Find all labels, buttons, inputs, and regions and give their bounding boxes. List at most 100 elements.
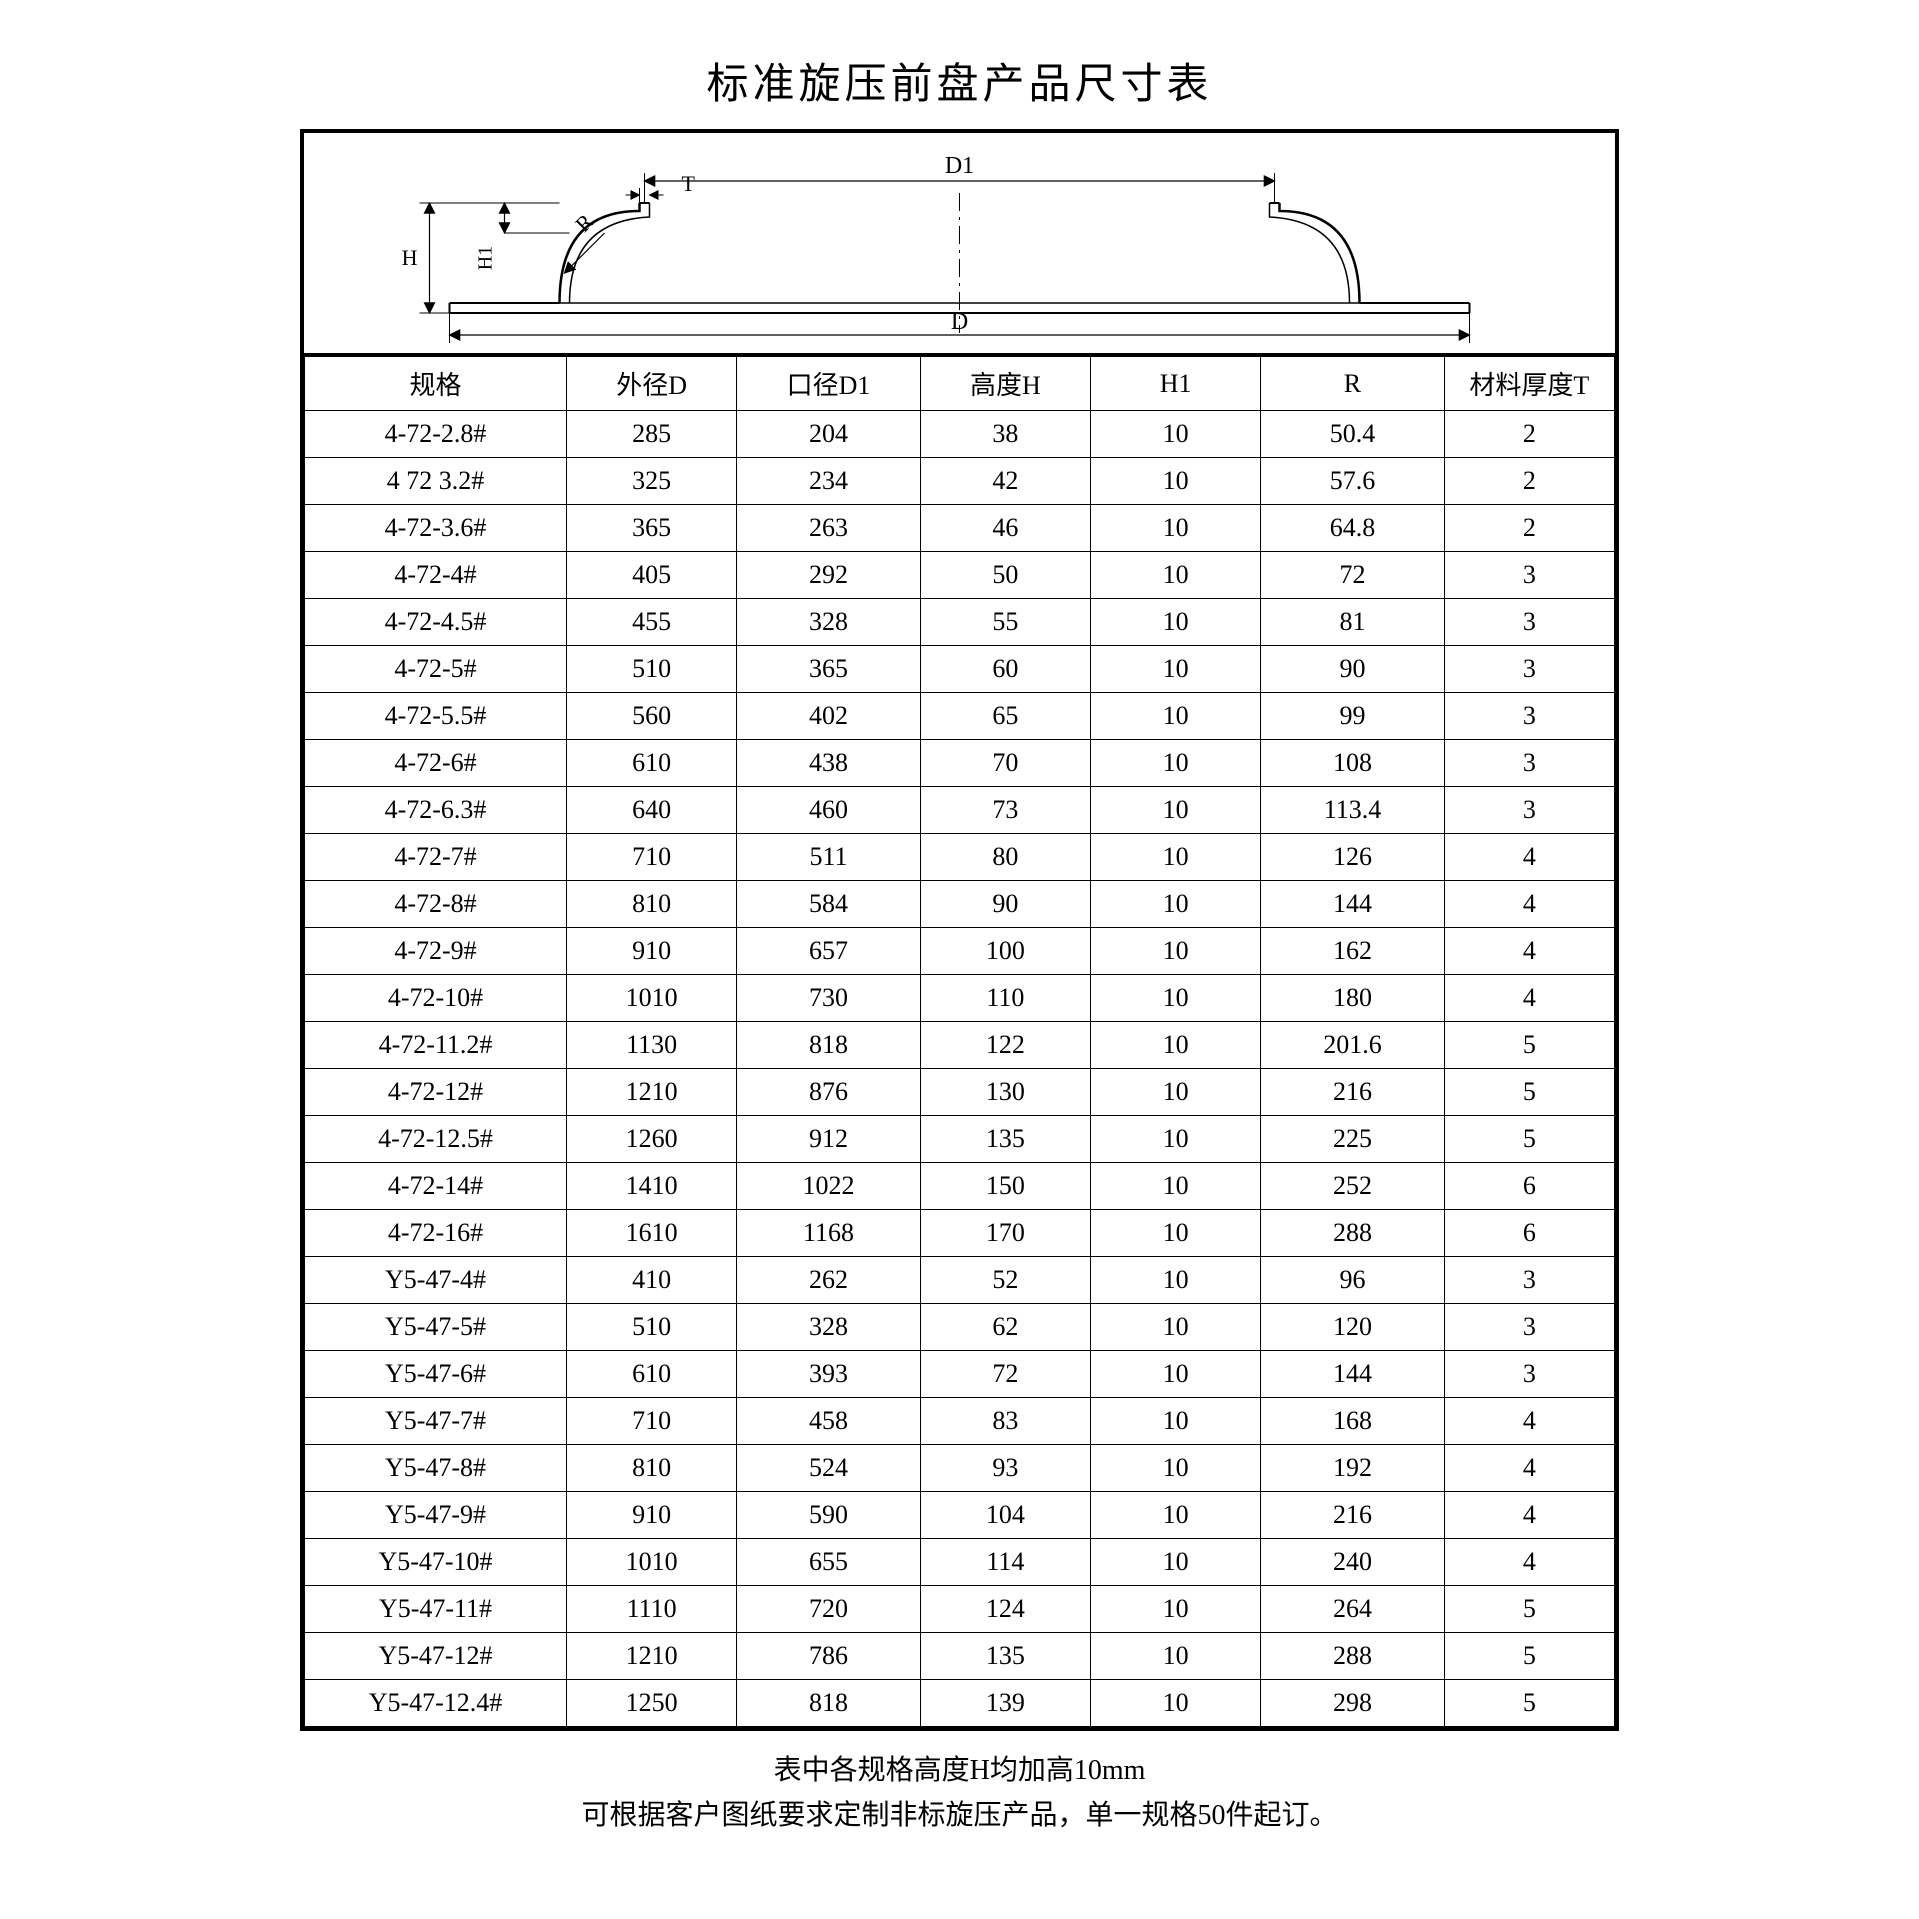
table-header-row: 规格 外径D 口径D1 高度H H1 R 材料厚度T: [305, 357, 1615, 411]
table-cell: 93: [920, 1445, 1090, 1492]
table-cell: 4-72-11.2#: [305, 1022, 567, 1069]
table-cell: 10: [1090, 1163, 1260, 1210]
table-cell: 560: [567, 693, 737, 740]
table-cell: 234: [737, 458, 920, 505]
footnote-2: 可根据客户图纸要求定制非标旋压产品，单一规格50件起订。: [300, 1794, 1619, 1839]
table-cell: 2: [1444, 458, 1614, 505]
table-cell: Y5-47-5#: [305, 1304, 567, 1351]
table-cell: 655: [737, 1539, 920, 1586]
table-cell: 65: [920, 693, 1090, 740]
table-cell: 365: [567, 505, 737, 552]
table-row: Y5-47-10#1010655114102404: [305, 1539, 1615, 1586]
table-row: 4-72-5#5103656010903: [305, 646, 1615, 693]
table-cell: 10: [1090, 740, 1260, 787]
table-cell: 108: [1261, 740, 1444, 787]
table-cell: 135: [920, 1116, 1090, 1163]
table-cell: Y5-47-11#: [305, 1586, 567, 1633]
table-cell: Y5-47-12.4#: [305, 1680, 567, 1727]
table-row: Y5-47-12#1210786135102885: [305, 1633, 1615, 1680]
table-cell: 96: [1261, 1257, 1444, 1304]
table-cell: 252: [1261, 1163, 1444, 1210]
table-cell: 640: [567, 787, 737, 834]
table-cell: 1010: [567, 1539, 737, 1586]
table-cell: 10: [1090, 1398, 1260, 1445]
table-cell: 1168: [737, 1210, 920, 1257]
table-cell: 262: [737, 1257, 920, 1304]
dimension-table: 规格 外径D 口径D1 高度H H1 R 材料厚度T 4-72-2.8#2852…: [304, 356, 1615, 1727]
table-cell: 5: [1444, 1586, 1614, 1633]
table-row: 4-72-9#910657100101624: [305, 928, 1615, 975]
label-t: T: [682, 171, 696, 196]
col-d1: 口径D1: [737, 357, 920, 411]
table-cell: 62: [920, 1304, 1090, 1351]
table-cell: 240: [1261, 1539, 1444, 1586]
table-cell: 4-72-10#: [305, 975, 567, 1022]
table-cell: 524: [737, 1445, 920, 1492]
table-cell: 455: [567, 599, 737, 646]
col-h: 高度H: [920, 357, 1090, 411]
table-cell: 590: [737, 1492, 920, 1539]
table-cell: 912: [737, 1116, 920, 1163]
table-cell: Y5-47-8#: [305, 1445, 567, 1492]
table-cell: 1010: [567, 975, 737, 1022]
table-row: Y5-47-8#81052493101924: [305, 1445, 1615, 1492]
table-cell: 4: [1444, 1492, 1614, 1539]
table-cell: Y5-47-7#: [305, 1398, 567, 1445]
table-cell: 5: [1444, 1069, 1614, 1116]
label-h: H: [402, 245, 418, 270]
table-cell: 10: [1090, 1445, 1260, 1492]
table-cell: 122: [920, 1022, 1090, 1069]
col-d: 外径D: [567, 357, 737, 411]
table-cell: 90: [1261, 646, 1444, 693]
table-cell: 4: [1444, 881, 1614, 928]
table-cell: 818: [737, 1680, 920, 1727]
table-cell: 285: [567, 411, 737, 458]
table-cell: 10: [1090, 1210, 1260, 1257]
table-row: Y5-47-4#4102625210963: [305, 1257, 1615, 1304]
table-cell: 3: [1444, 599, 1614, 646]
table-cell: 328: [737, 1304, 920, 1351]
table-cell: 810: [567, 881, 737, 928]
table-cell: 5: [1444, 1633, 1614, 1680]
table-cell: 4-72-14#: [305, 1163, 567, 1210]
table-cell: 3: [1444, 552, 1614, 599]
table-cell: 365: [737, 646, 920, 693]
table-cell: 4: [1444, 834, 1614, 881]
table-cell: 3: [1444, 740, 1614, 787]
table-cell: 810: [567, 1445, 737, 1492]
table-cell: 201.6: [1261, 1022, 1444, 1069]
table-cell: 511: [737, 834, 920, 881]
table-cell: 10: [1090, 1492, 1260, 1539]
table-cell: 4-72-12.5#: [305, 1116, 567, 1163]
table-cell: 4-72-5#: [305, 646, 567, 693]
table-cell: 458: [737, 1398, 920, 1445]
label-d1: D1: [945, 153, 974, 179]
table-cell: 4-72-3.6#: [305, 505, 567, 552]
table-cell: 10: [1090, 411, 1260, 458]
table-cell: Y5-47-10#: [305, 1539, 567, 1586]
table-row: Y5-47-11#1110720124102645: [305, 1586, 1615, 1633]
table-cell: 150: [920, 1163, 1090, 1210]
table-row: 4-72-7#71051180101264: [305, 834, 1615, 881]
table-cell: 114: [920, 1539, 1090, 1586]
table-cell: 204: [737, 411, 920, 458]
table-row: 4-72-11.2#113081812210201.65: [305, 1022, 1615, 1069]
table-cell: 130: [920, 1069, 1090, 1116]
table-cell: 55: [920, 599, 1090, 646]
table-cell: 5: [1444, 1022, 1614, 1069]
table-cell: 610: [567, 740, 737, 787]
table-cell: 4-72-6.3#: [305, 787, 567, 834]
table-cell: 135: [920, 1633, 1090, 1680]
table-cell: 710: [567, 1398, 737, 1445]
table-cell: 64.8: [1261, 505, 1444, 552]
table-cell: 730: [737, 975, 920, 1022]
table-cell: 38: [920, 411, 1090, 458]
table-cell: 10: [1090, 975, 1260, 1022]
table-cell: 10: [1090, 552, 1260, 599]
table-cell: 10: [1090, 1069, 1260, 1116]
table-cell: 180: [1261, 975, 1444, 1022]
table-row: Y5-47-7#71045883101684: [305, 1398, 1615, 1445]
table-cell: 4-72-8#: [305, 881, 567, 928]
table-cell: 10: [1090, 1022, 1260, 1069]
table-cell: 4: [1444, 1539, 1614, 1586]
